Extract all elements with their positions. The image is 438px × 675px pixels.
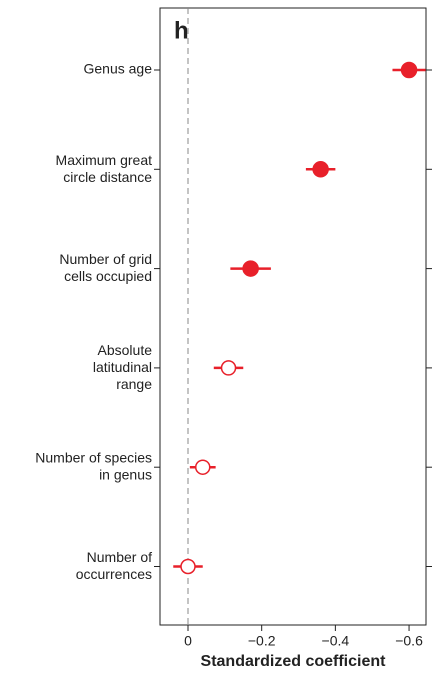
y-tick-label: Maximum great circle distance bbox=[56, 152, 153, 185]
plot-frame bbox=[159, 7, 427, 626]
point bbox=[194, 459, 211, 475]
point bbox=[220, 360, 237, 376]
y-tick-label: Absolute latitudinal range bbox=[93, 342, 152, 392]
x-tick-label: 0 bbox=[184, 633, 192, 649]
point bbox=[400, 61, 418, 79]
y-tick-label: Number of species in genus bbox=[35, 449, 152, 482]
point bbox=[242, 260, 259, 277]
x-tick-label: −0.6 bbox=[395, 633, 423, 649]
y-tick-label: Number of grid cells occupied bbox=[59, 251, 152, 284]
y-tick-label: Number of occurrences bbox=[76, 549, 152, 582]
x-tick-label: −0.4 bbox=[322, 633, 350, 649]
x-tick-label: −0.2 bbox=[248, 633, 276, 649]
panel-label: h bbox=[174, 17, 189, 44]
y-tick-label: Genus age bbox=[84, 61, 153, 77]
point bbox=[180, 558, 196, 575]
x-axis-label: Standardized coefficient bbox=[201, 653, 387, 670]
point bbox=[312, 161, 329, 178]
